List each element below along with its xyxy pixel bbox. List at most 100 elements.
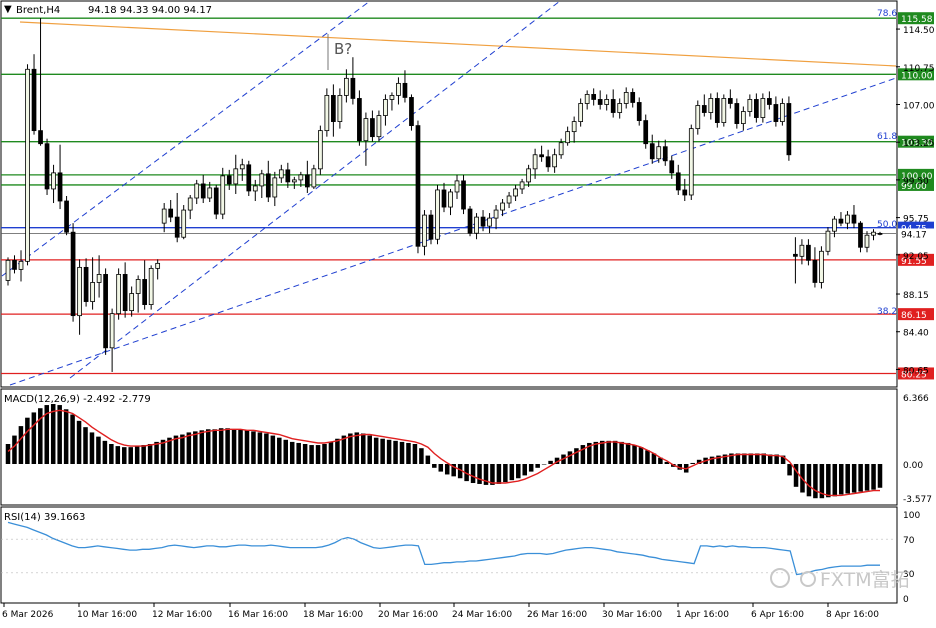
candle-bull: [389, 95, 395, 100]
macd-histogram-bar: [205, 429, 211, 464]
macd-histogram-bar: [212, 429, 217, 464]
candle-bull: [819, 250, 824, 283]
fib-level-label: 61.8: [877, 132, 897, 142]
macd-histogram-bar: [31, 412, 37, 464]
macd-histogram-bar: [348, 433, 353, 464]
rsi-label: RSI(14) 39.1663: [4, 512, 85, 523]
candle-bull: [363, 118, 369, 142]
candle-bear: [767, 98, 772, 105]
macd-histogram-bar: [735, 453, 741, 464]
price-pane-frame: [0, 0, 898, 388]
candle-bear: [64, 200, 69, 233]
x-tick-label: 24 Mar 16:00: [452, 610, 512, 620]
candle-bull: [194, 183, 200, 199]
macd-histogram-bar: [115, 446, 121, 464]
macd-histogram-bar: [567, 451, 573, 464]
macd-histogram-bar: [619, 441, 624, 464]
candle-bull: [454, 180, 460, 193]
macd-histogram-bar: [587, 442, 592, 464]
macd-histogram-bar: [360, 433, 366, 464]
candle-bear: [213, 187, 219, 215]
macd-histogram-bar: [509, 464, 515, 481]
candle-bull: [291, 179, 297, 183]
macd-histogram-bar: [412, 444, 418, 464]
candle-bull: [207, 187, 213, 199]
macd-histogram-bar: [193, 431, 198, 464]
current-price-tag: [898, 228, 934, 239]
rsi-pane-frame: [0, 506, 898, 604]
candle-bull: [721, 98, 727, 123]
macd-histogram-bar: [186, 432, 192, 464]
candle-bull: [344, 77, 349, 96]
macd-histogram-bar: [729, 453, 734, 464]
level-tag-label: 99.00: [901, 182, 927, 192]
candle-bear: [409, 97, 414, 127]
candle-bull: [617, 103, 623, 113]
level-tag-label: 103.30: [901, 139, 933, 149]
candle-bear: [539, 154, 544, 158]
x-tick-label: 26 Mar 16:00: [527, 610, 587, 620]
candle-bear: [304, 174, 310, 188]
macd-histogram-bar: [664, 461, 670, 464]
candle-bull: [116, 274, 121, 315]
macd-histogram-bar: [147, 444, 153, 464]
level-tag: [898, 367, 934, 380]
y-tick-label: 95.75: [903, 215, 929, 225]
y-tick-label: 114.50: [903, 26, 935, 36]
macd-histogram-bar: [225, 428, 230, 464]
candle-bull: [324, 95, 330, 132]
macd-signal-line: [7, 409, 880, 497]
macd-histogram-bar: [767, 454, 773, 464]
candle-bear: [793, 253, 798, 257]
macd-histogram-bar: [50, 404, 56, 464]
macd-histogram-bar: [774, 454, 779, 464]
y-tick-label: 92.05: [903, 252, 929, 262]
macd-histogram-bar: [283, 439, 289, 464]
macd-histogram-bar: [167, 437, 172, 464]
candle-bull: [259, 173, 265, 187]
macd-histogram-bar: [141, 445, 146, 464]
macd-histogram-bar: [503, 464, 508, 483]
macd-histogram-bar: [477, 464, 482, 484]
macd-histogram-bar: [367, 435, 372, 464]
level-tag: [898, 135, 934, 148]
candle-bull: [708, 98, 714, 113]
macd-histogram-bar: [5, 444, 11, 464]
candle-bear: [122, 274, 128, 312]
candle-bear: [851, 214, 857, 224]
symbol-menu-icon[interactable]: ▼: [4, 4, 12, 15]
macd-histogram-bar: [83, 427, 88, 464]
y-tick-label: 88.15: [903, 291, 929, 301]
candle-bear: [662, 146, 668, 162]
watermark: FXTM富拓: [770, 568, 910, 591]
candle-bull: [148, 267, 154, 305]
macd-label: MACD(12,26,9) -2.492 -2.779: [4, 394, 151, 405]
macd-histogram-bar: [625, 442, 631, 464]
macd-histogram-bar: [63, 409, 69, 464]
x-tick-label: 1 Apr 16:00: [676, 610, 729, 620]
macd-histogram-bar: [864, 464, 870, 491]
fib-level-label: 38.2: [877, 307, 897, 317]
x-tick-label: 6 Apr 16:00: [751, 610, 804, 620]
candle-bear: [610, 99, 616, 113]
macd-histogram-bar: [328, 441, 334, 464]
candle-bear: [714, 98, 720, 123]
candle-bull: [695, 105, 701, 130]
macd-histogram-bar: [638, 447, 644, 464]
candle-bear: [168, 208, 174, 218]
candle-bear: [675, 172, 681, 191]
candle-bull: [558, 142, 564, 156]
macd-histogram-bar: [70, 414, 75, 464]
candle-bull: [233, 168, 239, 185]
macd-histogram-bar: [793, 464, 799, 487]
candle-bear: [597, 99, 603, 105]
macd-histogram-bar: [677, 464, 683, 470]
candle-bear: [415, 125, 421, 247]
candle-bull: [187, 197, 193, 211]
macd-histogram-bar: [709, 456, 715, 464]
candle-bear: [858, 222, 863, 248]
macd-histogram-bar: [632, 445, 637, 464]
macd-y-tick-label: 0.00: [903, 461, 923, 471]
